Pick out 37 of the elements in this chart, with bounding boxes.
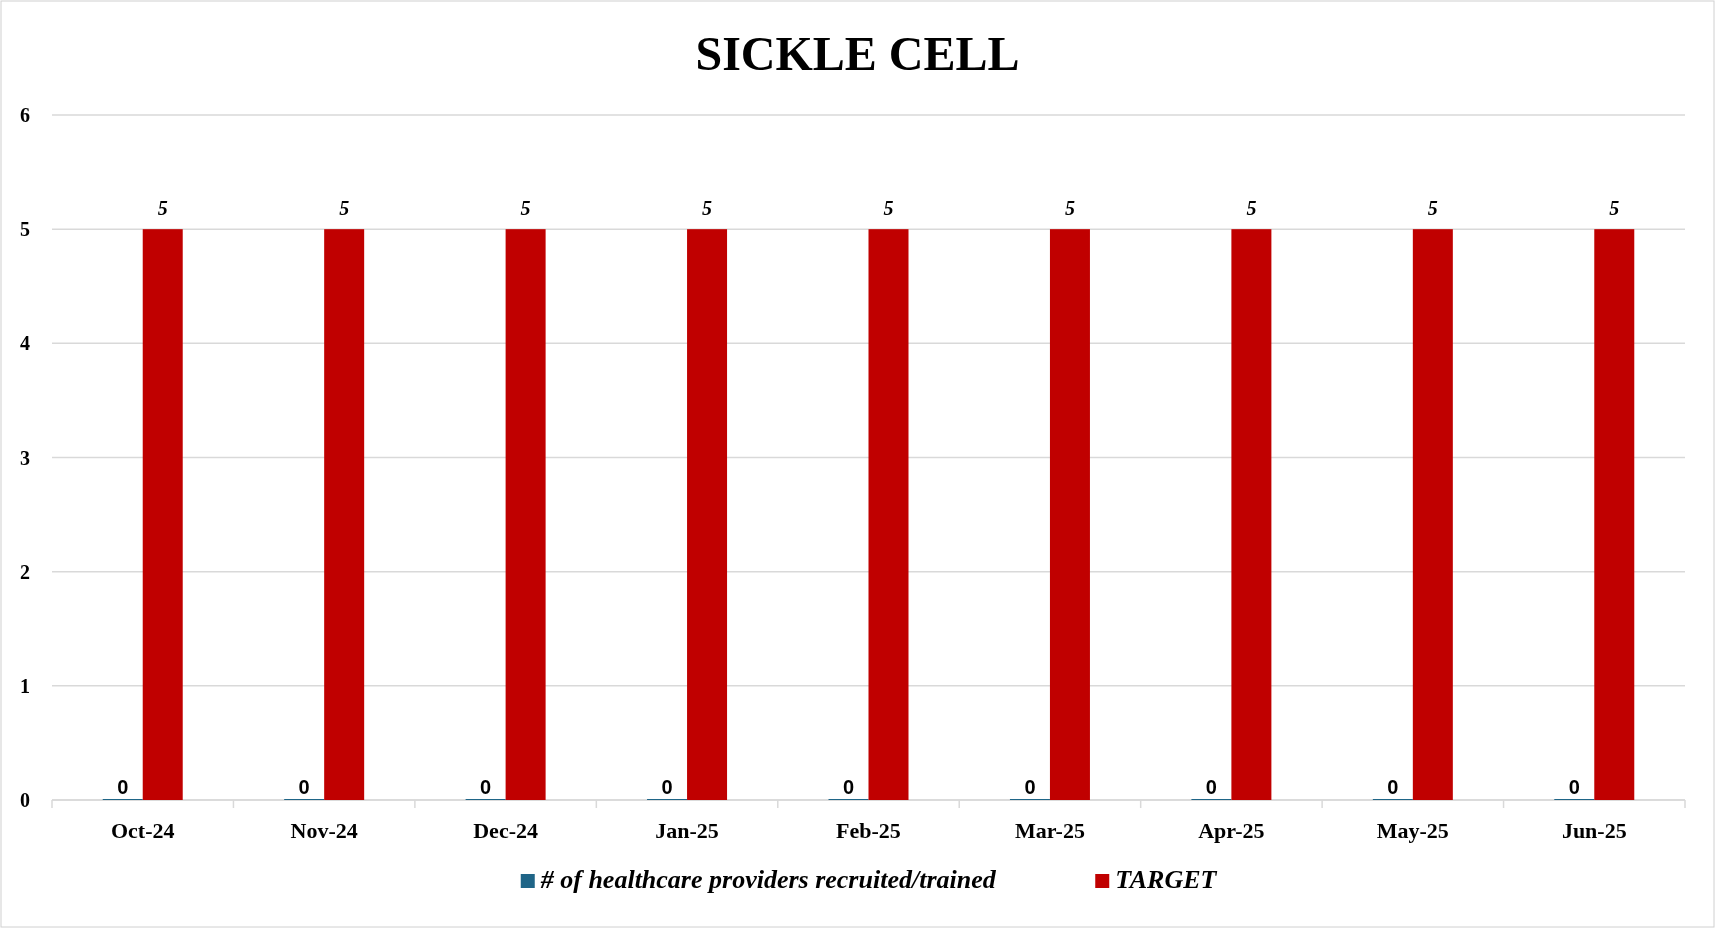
x-tick-label: Feb-25	[836, 818, 901, 843]
data-label: 0	[480, 776, 492, 798]
y-tick-label: 4	[20, 332, 30, 355]
y-tick-label: 5	[20, 218, 30, 241]
data-label: 5	[157, 197, 168, 220]
legend-label: # of healthcare providers recruited/trained	[539, 865, 997, 894]
data-label: 5	[1246, 197, 1257, 220]
data-label: 0	[661, 776, 673, 798]
y-tick-label: 0	[20, 789, 30, 811]
x-tick-label: Mar-25	[1014, 818, 1085, 843]
data-label: 0	[1024, 776, 1036, 798]
y-tick-label: 3	[20, 446, 30, 469]
data-label: 5	[1427, 197, 1438, 220]
x-tick-label: Jun-25	[1561, 818, 1627, 843]
x-tick-label: Oct-24	[110, 818, 175, 843]
data-label: 5	[520, 197, 531, 220]
data-label: 0	[117, 776, 129, 798]
y-tick-label: 6	[20, 104, 30, 126]
data-label: 0	[1387, 776, 1399, 798]
x-tick-label: May-25	[1376, 818, 1449, 843]
data-label: 5	[1609, 197, 1620, 220]
data-label: 0	[842, 776, 855, 798]
data-label: 5	[883, 197, 894, 220]
chart-title: SICKLE CELL	[695, 27, 1020, 80]
y-tick-label: 2	[20, 560, 30, 583]
y-tick-label: 1	[20, 674, 30, 697]
data-label: 0	[1568, 776, 1580, 798]
data-label: 0	[1205, 776, 1217, 798]
x-tick-label: Dec-24	[473, 818, 538, 843]
data-label: 5	[339, 197, 350, 220]
x-tick-label: Jan-25	[655, 818, 719, 843]
x-tick-label: Apr-25	[1198, 818, 1265, 843]
x-tick-label: Nov-24	[290, 818, 358, 843]
legend-label: TARGET	[1115, 865, 1218, 894]
data-label: 0	[298, 776, 310, 798]
data-label: 5	[702, 197, 713, 220]
data-label: 5	[1064, 197, 1075, 220]
